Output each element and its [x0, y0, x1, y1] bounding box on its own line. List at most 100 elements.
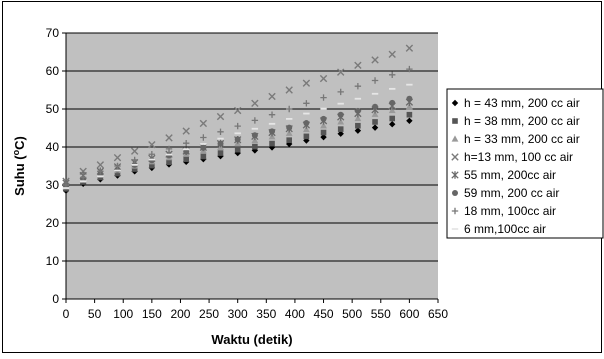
data-point — [372, 119, 378, 125]
x-tick-label: 300 — [228, 307, 248, 321]
x-tick-label: 450 — [314, 307, 334, 321]
legend-label: 55 mm, 200cc air — [464, 168, 556, 182]
data-point — [148, 141, 156, 149]
legend-marker — [451, 153, 459, 161]
data-point — [268, 92, 276, 101]
data-point — [62, 181, 70, 189]
y-tick-label: 10 — [46, 254, 60, 268]
legend: h = 43 mm, 200 cc air h = 38 mm, 200 cc a… — [451, 96, 580, 236]
data-point — [355, 122, 361, 129]
data-point — [183, 156, 189, 162]
data-point — [251, 99, 259, 107]
data-point — [337, 130, 344, 137]
data-point — [303, 133, 310, 140]
y-tick-labels: 0 10 20 30 40 50 60 70 — [46, 26, 66, 306]
data-point — [319, 74, 328, 83]
x-tick-label: 400 — [285, 307, 305, 321]
data-point — [216, 112, 225, 121]
data-point — [182, 127, 190, 135]
data-point — [96, 161, 105, 169]
data-point — [302, 79, 311, 87]
legend-marker — [452, 118, 458, 124]
data-point — [114, 170, 121, 177]
data-point — [389, 121, 396, 128]
legend-label: h=13 mm, 100 cc air — [464, 150, 573, 164]
plot-area — [66, 33, 438, 299]
data-point — [354, 83, 362, 90]
x-axis-title: Waktu (detik) — [211, 332, 292, 347]
data-point — [217, 128, 224, 135]
data-point — [97, 168, 104, 175]
y-tick-label: 30 — [46, 178, 60, 192]
data-point — [406, 111, 413, 118]
series-7 — [62, 65, 413, 189]
series-4 — [62, 44, 414, 185]
data-point — [114, 162, 121, 170]
x-tick-label: 350 — [256, 307, 276, 321]
data-point — [372, 103, 379, 110]
y-tick-label: 60 — [46, 64, 60, 78]
x-tick-label: 150 — [142, 307, 162, 321]
data-point — [131, 166, 138, 172]
legend-marker — [451, 99, 459, 107]
data-point — [149, 162, 155, 169]
data-point — [337, 111, 344, 118]
data-point — [371, 124, 379, 131]
data-point — [252, 143, 258, 150]
legend-label: 18 mm, 100cc air — [464, 204, 556, 218]
data-point — [217, 140, 224, 147]
data-point — [165, 145, 173, 153]
data-point — [337, 126, 344, 132]
x-tick-labels: 0 50 100 150 200 250 300 350 400 450 500 550 600 650 — [63, 299, 448, 321]
y-tick-label: 20 — [46, 216, 60, 230]
data-point — [337, 88, 344, 96]
data-point — [182, 140, 190, 147]
data-point — [320, 122, 327, 129]
data-point — [405, 44, 414, 52]
data-point — [371, 56, 379, 64]
legend-label: 6 mm,100cc air — [464, 222, 546, 236]
data-point — [320, 94, 327, 101]
legend-marker — [451, 207, 459, 215]
legend-label: 59 mm, 200 cc air — [464, 186, 559, 200]
data-point — [337, 118, 345, 125]
data-point — [286, 124, 293, 131]
data-point — [285, 129, 293, 136]
data-point — [217, 150, 224, 156]
data-point — [405, 103, 413, 110]
data-point — [79, 174, 87, 181]
data-point — [371, 77, 379, 84]
data-point — [251, 132, 258, 139]
data-point — [113, 153, 122, 162]
data-point — [406, 117, 413, 124]
x-tick-label: 50 — [88, 307, 102, 321]
data-point — [389, 71, 396, 78]
x-tick-label: 600 — [399, 307, 419, 321]
data-point — [354, 114, 362, 122]
data-point — [354, 127, 362, 134]
data-point — [233, 106, 242, 115]
data-point — [388, 106, 396, 114]
data-point — [303, 100, 310, 107]
legend-marker — [451, 135, 459, 142]
y-tick-label: 0 — [52, 292, 59, 306]
data-point — [165, 134, 173, 142]
x-tick-label: 0 — [63, 307, 70, 321]
y-tick-label: 70 — [46, 26, 60, 40]
data-point — [234, 122, 241, 130]
data-point — [337, 68, 345, 76]
data-point — [251, 117, 259, 124]
y-tick-label: 50 — [46, 102, 60, 116]
data-point — [200, 134, 207, 141]
data-point — [389, 115, 396, 122]
data-point — [371, 110, 379, 117]
y-axis-title: Suhu (oC) — [11, 136, 27, 196]
x-tick-label: 550 — [371, 307, 391, 321]
axes — [65, 33, 438, 300]
data-point — [302, 125, 310, 133]
data-point — [286, 105, 293, 113]
legend-box — [446, 88, 604, 239]
data-point — [303, 120, 310, 127]
data-point — [148, 151, 156, 158]
